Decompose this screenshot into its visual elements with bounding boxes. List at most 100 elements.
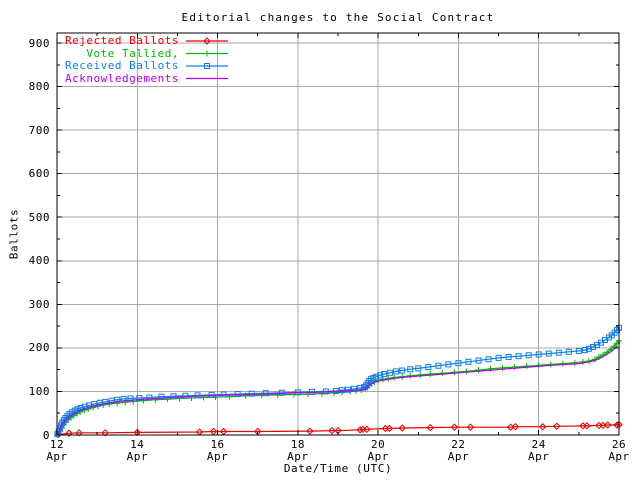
point-marker-plus xyxy=(547,361,554,368)
x-tick-label-16-Apr: 16 Apr xyxy=(196,439,240,462)
x-tick-day: 24 xyxy=(531,438,546,451)
point-marker-diamond xyxy=(75,429,83,437)
point-marker-square xyxy=(248,390,255,397)
point-marker-square xyxy=(262,390,269,397)
point-marker-plus xyxy=(511,364,518,371)
point-marker-diamond xyxy=(511,423,520,431)
point-marker-square xyxy=(114,396,121,403)
point-marker-square xyxy=(339,387,346,394)
point-marker-plus xyxy=(204,50,210,57)
point-marker-diamond xyxy=(466,423,475,431)
point-marker-square xyxy=(158,393,165,400)
legend-label-vote-tallied: Vote Tallied, xyxy=(86,46,179,60)
point-marker-square xyxy=(381,371,388,378)
point-marker-diamond xyxy=(604,421,612,429)
point-marker-square xyxy=(351,385,358,392)
point-marker-square xyxy=(393,368,400,375)
x-tick-label-24-Apr: 24 Apr xyxy=(517,439,561,462)
point-marker-square xyxy=(545,350,552,357)
point-marker-plus xyxy=(559,360,566,367)
point-marker-diamond xyxy=(356,426,364,434)
x-tick-month: Apr xyxy=(206,449,229,463)
point-marker-diamond xyxy=(101,429,109,437)
series-line-acknowledgements xyxy=(57,345,618,435)
x-tick-label-22-Apr: 22 Apr xyxy=(436,439,480,462)
point-marker-square xyxy=(581,347,588,354)
x-tick-day: 26 xyxy=(611,438,627,451)
x-tick-day: 20 xyxy=(371,438,386,451)
point-marker-square xyxy=(146,394,153,401)
point-marker-square xyxy=(445,361,452,368)
point-marker-square xyxy=(204,63,210,69)
point-marker-square xyxy=(485,356,492,363)
point-marker-square xyxy=(399,367,406,374)
legend-label-rejected-ballots: Rejected Ballots xyxy=(65,34,179,47)
point-marker-plus xyxy=(439,370,446,377)
point-marker-square xyxy=(127,395,134,402)
x-tick-month: Apr xyxy=(528,449,550,463)
point-marker-square xyxy=(515,353,522,360)
point-marker-square xyxy=(415,365,422,372)
point-marker-plus xyxy=(451,369,458,376)
x-tick-day: 12 xyxy=(49,438,65,451)
point-marker-plus xyxy=(427,371,434,378)
x-tick-label-20-Apr: 20 Apr xyxy=(356,439,400,462)
x-tick-label-18-Apr: 18 Apr xyxy=(276,439,320,462)
chart-title: Editorial changes to the Social Contract xyxy=(181,11,495,24)
point-marker-diamond xyxy=(363,425,371,434)
point-marker-square xyxy=(373,373,380,380)
point-marker-plus xyxy=(523,363,530,370)
point-marker-plus xyxy=(391,374,398,381)
point-marker-plus xyxy=(385,375,392,382)
point-marker-square xyxy=(220,391,227,398)
point-marker-square xyxy=(96,399,103,406)
point-marker-square xyxy=(555,349,562,356)
point-marker-plus xyxy=(499,364,506,371)
point-marker-diamond xyxy=(583,422,591,430)
point-marker-diamond xyxy=(306,427,314,435)
point-marker-square xyxy=(170,393,177,400)
point-marker-plus xyxy=(417,371,424,378)
point-marker-diamond xyxy=(398,424,406,432)
point-marker-square xyxy=(495,354,502,361)
point-marker-square xyxy=(81,403,88,410)
plot-border xyxy=(56,32,620,436)
point-marker-square xyxy=(505,354,512,361)
point-marker-square xyxy=(234,391,241,398)
point-marker-plus xyxy=(475,367,482,374)
point-marker-plus xyxy=(399,373,406,380)
point-marker-diamond xyxy=(553,422,561,430)
y-tick-label-400: 400 xyxy=(28,254,50,268)
point-marker-square xyxy=(565,348,572,355)
point-marker-square xyxy=(366,377,373,384)
y-tick-label-100: 100 xyxy=(28,384,50,398)
y-tick-label-800: 800 xyxy=(28,80,50,94)
x-tick-month: Apr xyxy=(46,449,68,463)
x-tick-day: 22 xyxy=(451,438,466,451)
point-marker-square xyxy=(387,369,394,376)
point-marker-diamond xyxy=(385,424,394,433)
point-marker-square xyxy=(357,384,364,391)
point-marker-plus xyxy=(571,359,578,366)
point-marker-square xyxy=(535,351,542,358)
y-tick-label-0: 0 xyxy=(42,428,50,442)
point-marker-diamond xyxy=(65,429,73,437)
point-marker-diamond xyxy=(328,426,336,435)
point-marker-square xyxy=(194,392,201,399)
y-tick-label-600: 600 xyxy=(28,167,50,181)
point-marker-plus xyxy=(579,358,586,365)
x-tick-month: Apr xyxy=(447,449,470,463)
x-tick-month: Apr xyxy=(367,449,389,463)
point-marker-square xyxy=(407,366,414,373)
point-marker-diamond xyxy=(450,423,459,431)
series-line-received xyxy=(56,327,620,435)
x-tick-day: 14 xyxy=(130,438,145,451)
y-tick-label-500: 500 xyxy=(28,210,50,224)
x-tick-month: Apr xyxy=(126,449,148,463)
point-marker-diamond xyxy=(426,423,435,432)
x-tick-label-12-Apr: 12 Apr xyxy=(35,439,79,462)
point-marker-square xyxy=(182,392,189,399)
x-tick-day: 16 xyxy=(210,438,225,451)
x-axis-title: Date/Time (UTC) xyxy=(283,462,393,475)
